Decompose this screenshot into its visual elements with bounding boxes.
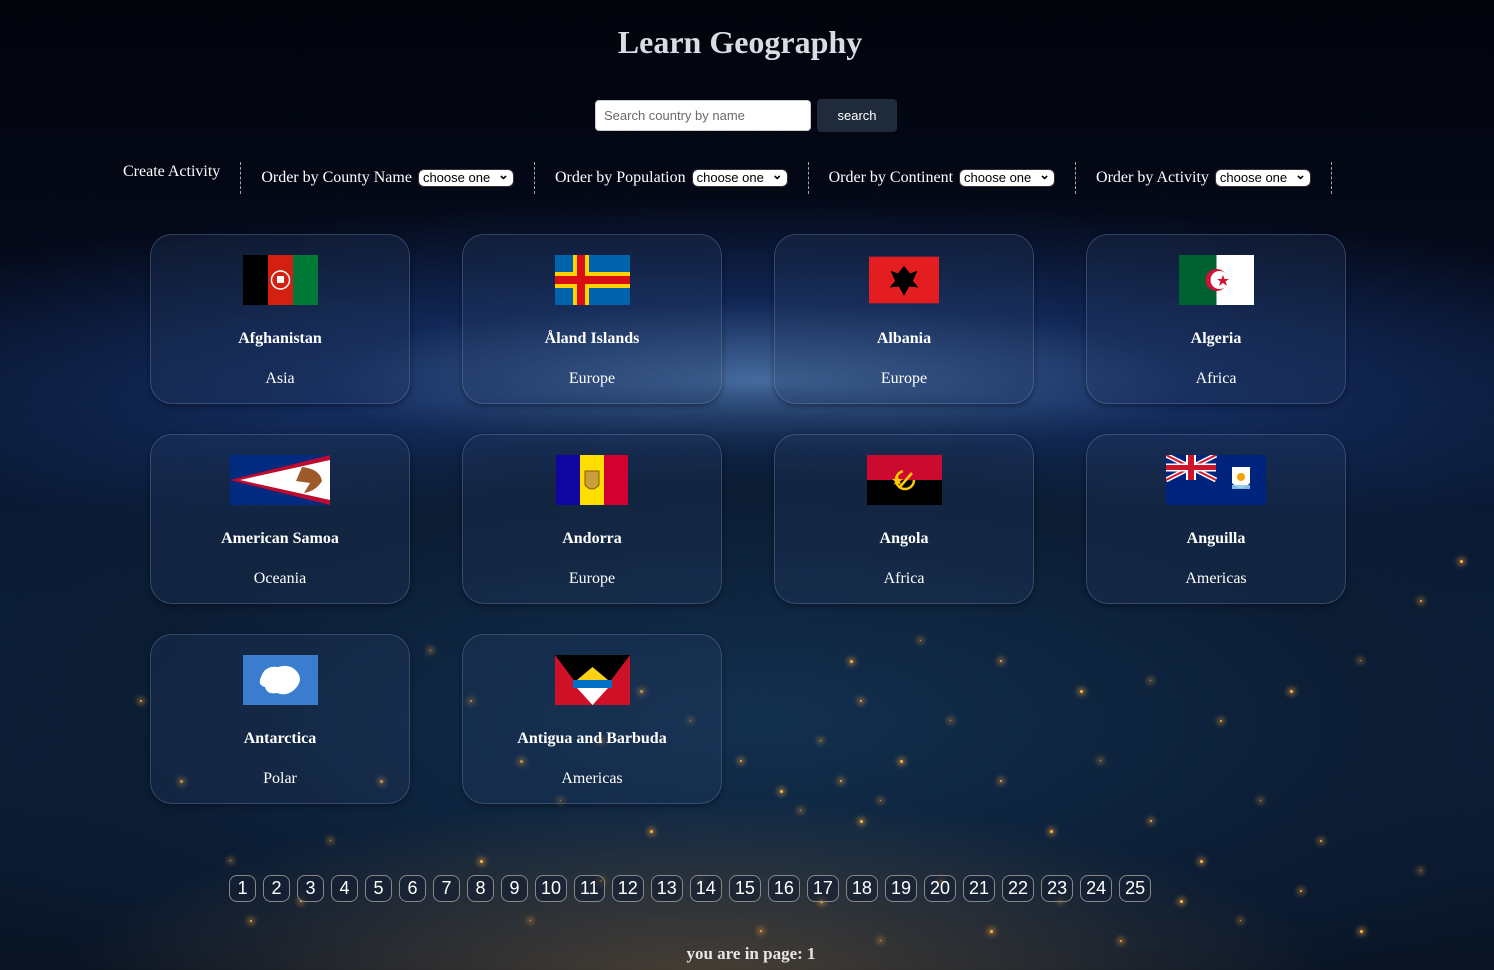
country-card[interactable]: Algeria Africa bbox=[1086, 234, 1346, 404]
antarctica-flag-icon bbox=[242, 655, 318, 705]
country-continent: Polar bbox=[263, 770, 297, 787]
angola-flag-icon bbox=[866, 455, 942, 505]
country-continent: Asia bbox=[265, 370, 295, 387]
order-by-continent-select[interactable]: choose one bbox=[959, 167, 1056, 187]
page-button[interactable]: 24 bbox=[1080, 875, 1113, 902]
american-samoa-flag-icon bbox=[230, 455, 330, 505]
page-button[interactable]: 9 bbox=[501, 875, 528, 902]
order-by-population-select[interactable]: choose one bbox=[691, 167, 788, 187]
page-title: Learn Geography bbox=[617, 24, 863, 60]
page-button[interactable]: 16 bbox=[767, 875, 800, 902]
filter-toolbar: Create Activity Order by County Name cho… bbox=[110, 162, 1332, 194]
country-name: Afghanistan bbox=[238, 330, 322, 347]
andorra-flag-icon bbox=[556, 455, 628, 505]
page-button[interactable]: 12 bbox=[611, 875, 644, 902]
country-name: American Samoa bbox=[221, 530, 339, 547]
page-button[interactable]: 10 bbox=[535, 875, 568, 902]
order-by-name-select[interactable]: choose one bbox=[417, 167, 514, 187]
filter-label: Order by Continent bbox=[828, 169, 954, 186]
country-card[interactable]: Albania Europe bbox=[774, 234, 1034, 404]
country-name: Algeria bbox=[1190, 330, 1242, 347]
page-button[interactable]: 18 bbox=[845, 875, 878, 902]
page-button[interactable]: 11 bbox=[574, 875, 605, 902]
page-button[interactable]: 22 bbox=[1002, 875, 1035, 902]
filter-label: Order by Population bbox=[554, 169, 686, 186]
country-name: Antarctica bbox=[243, 730, 317, 747]
aland-flag-icon bbox=[554, 255, 630, 305]
page-button[interactable]: 6 bbox=[399, 875, 426, 902]
filter-country-name: Order by County Name choose one bbox=[241, 162, 535, 194]
page-button[interactable]: 1 bbox=[229, 875, 256, 902]
filter-label: Order by Activity bbox=[1096, 169, 1209, 186]
country-continent: Europe bbox=[880, 370, 928, 387]
country-name: Anguilla bbox=[1186, 530, 1246, 547]
country-card[interactable]: American Samoa Oceania bbox=[150, 434, 410, 604]
country-card[interactable]: Afghanistan Asia bbox=[150, 234, 410, 404]
country-card[interactable]: Anguilla Americas bbox=[1086, 434, 1346, 604]
country-continent: Americas bbox=[1185, 570, 1247, 587]
page-button[interactable]: 15 bbox=[728, 875, 761, 902]
filter-continent: Order by Continent choose one bbox=[809, 162, 1077, 194]
page-button[interactable]: 21 bbox=[963, 875, 996, 902]
current-page-indicator: you are in page: 1 bbox=[686, 944, 816, 963]
page-button[interactable]: 13 bbox=[650, 875, 683, 902]
country-continent: Americas bbox=[561, 770, 623, 787]
country-card[interactable]: Antarctica Polar bbox=[150, 634, 410, 804]
algeria-flag-icon bbox=[1178, 255, 1254, 305]
country-continent: Europe bbox=[568, 570, 616, 587]
page-button[interactable]: 20 bbox=[923, 875, 956, 902]
country-name: Albania bbox=[876, 330, 932, 347]
country-name: Åland Islands bbox=[544, 330, 640, 347]
page-button[interactable]: 8 bbox=[467, 875, 494, 902]
page-button[interactable]: 7 bbox=[433, 875, 460, 902]
page-button[interactable]: 4 bbox=[331, 875, 358, 902]
pagination: 1 2 3 4 5 6 7 8 9 10 11 12 13 14 15 16 17 18 19 20 21 22 23 24 2… bbox=[229, 875, 1152, 902]
search-input[interactable] bbox=[595, 100, 811, 131]
country-card[interactable]: Åland Islands Europe bbox=[462, 234, 722, 404]
country-name: Andorra bbox=[562, 530, 622, 547]
antigua-flag-icon bbox=[554, 655, 630, 705]
country-card[interactable]: Andorra Europe bbox=[462, 434, 722, 604]
filter-population: Order by Population choose one bbox=[535, 162, 809, 194]
country-name: Angola bbox=[879, 530, 929, 547]
country-continent: Africa bbox=[883, 570, 925, 587]
afghanistan-flag-icon bbox=[242, 255, 318, 305]
page-button[interactable]: 17 bbox=[806, 875, 839, 902]
country-grid: Afghanistan Asia Åland Islands Europe Al… bbox=[150, 234, 1346, 804]
page-button[interactable]: 5 bbox=[365, 875, 392, 902]
page-button[interactable]: 3 bbox=[297, 875, 324, 902]
search-bar: search bbox=[595, 99, 897, 132]
create-activity-link[interactable]: Create Activity bbox=[110, 162, 242, 194]
page-button[interactable]: 23 bbox=[1041, 875, 1074, 902]
country-continent: Africa bbox=[1195, 370, 1237, 387]
filter-label: Order by County Name bbox=[261, 169, 412, 186]
filter-activity: Order by Activity choose one bbox=[1076, 162, 1332, 194]
country-card[interactable]: Angola Africa bbox=[774, 434, 1034, 604]
country-continent: Europe bbox=[568, 370, 616, 387]
country-continent: Oceania bbox=[253, 570, 307, 587]
page-button[interactable]: 14 bbox=[689, 875, 722, 902]
albania-flag-icon bbox=[869, 256, 939, 304]
country-card[interactable]: Antigua and Barbuda Americas bbox=[462, 634, 722, 804]
page-button[interactable]: 19 bbox=[884, 875, 917, 902]
search-button[interactable]: search bbox=[817, 99, 897, 132]
order-by-activity-select[interactable]: choose one bbox=[1214, 167, 1311, 187]
page-button[interactable]: 2 bbox=[263, 875, 290, 902]
anguilla-flag-icon bbox=[1166, 455, 1266, 505]
country-name: Antigua and Barbuda bbox=[517, 730, 667, 747]
page-button[interactable]: 25 bbox=[1119, 875, 1152, 902]
